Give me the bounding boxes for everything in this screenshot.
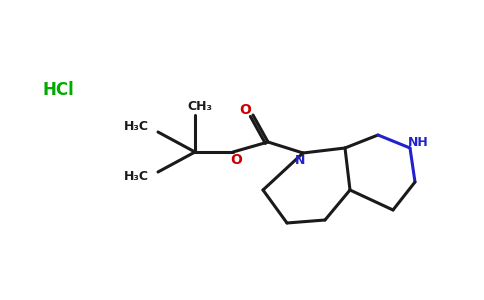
Text: O: O [230, 153, 242, 167]
Text: H₃C: H₃C [123, 170, 149, 184]
Text: N: N [295, 154, 305, 167]
Text: CH₃: CH₃ [187, 100, 212, 113]
Text: H₃C: H₃C [123, 121, 149, 134]
Text: NH: NH [408, 136, 428, 149]
Text: HCl: HCl [42, 81, 74, 99]
Text: O: O [239, 103, 251, 117]
